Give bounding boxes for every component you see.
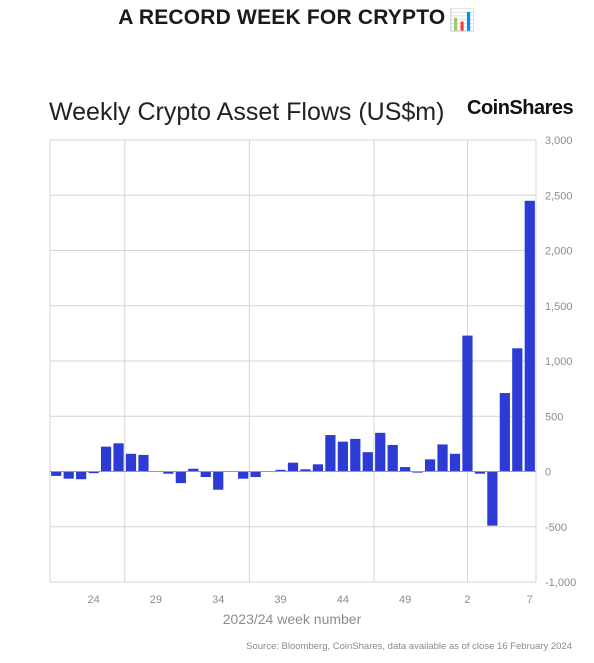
bar-week-6 <box>512 348 523 472</box>
bar-week-41 <box>300 469 311 472</box>
bar-week-25 <box>100 446 112 472</box>
x-tick-label: 49 <box>399 594 411 606</box>
y-tick-label: 2,500 <box>545 190 573 202</box>
bar-week-52 <box>437 444 448 472</box>
x-tick-label: 29 <box>150 594 162 606</box>
headline-text: A RECORD WEEK FOR CRYPTO <box>118 6 446 29</box>
bar-week-5 <box>499 393 510 472</box>
axes: -1,000 -500 0 500 1,000 1,500 2,000 2,500 3,000 2… <box>50 135 576 606</box>
source-note: Source: Bloomberg, CoinShares, data avai… <box>246 641 572 652</box>
bar-chart: -1,000 -500 0 500 1,000 1,500 2,000 2,500 3,000 2… <box>49 135 576 627</box>
bar-week-46 <box>362 452 373 472</box>
brand-logo: CoinShares <box>467 97 574 119</box>
bar-week-51 <box>424 459 436 472</box>
bar-week-40 <box>287 462 299 472</box>
bar-week-32 <box>188 468 199 472</box>
headline: A RECORD WEEK FOR CRYPTO 📊 <box>0 6 594 33</box>
bar-week-21 <box>51 471 62 476</box>
x-tick-label: 34 <box>212 594 224 606</box>
bar-week-22 <box>63 471 74 479</box>
bar-week-47 <box>375 432 386 472</box>
bar-week-36 <box>238 471 249 479</box>
bar-week-3 <box>474 471 486 474</box>
bar-week-1 <box>449 453 461 472</box>
bar-week-23 <box>76 471 87 480</box>
y-tick-label: 3,000 <box>545 135 573 147</box>
bar-week-28 <box>138 454 149 472</box>
bar-week-24 <box>88 471 99 474</box>
bar-week-31 <box>175 471 186 484</box>
bar-week-43 <box>325 435 336 472</box>
bar-week-4 <box>487 471 498 526</box>
bar-week-30 <box>163 471 174 474</box>
y-tick-label: 2,000 <box>545 246 573 258</box>
bar-week-37 <box>250 471 261 478</box>
y-tick-label: 1,500 <box>545 301 573 313</box>
y-tick-label: -500 <box>545 522 567 534</box>
x-tick-label: 44 <box>337 594 349 606</box>
bar-week-7 <box>524 200 535 472</box>
x-axis-label: 2023/24 week number <box>223 611 362 627</box>
bar-chart-emoji-icon: 📊 <box>449 9 476 32</box>
bar-week-45 <box>350 438 361 472</box>
bar-week-50 <box>412 471 423 473</box>
y-tick-label: 1,000 <box>545 356 573 368</box>
bar-week-2 <box>462 335 473 472</box>
y-tick-label: 500 <box>545 411 563 423</box>
chart-title: Weekly Crypto Asset Flows (US$m) <box>49 98 445 126</box>
bar-week-48 <box>387 444 398 472</box>
bar-week-39 <box>275 469 286 472</box>
bar-week-49 <box>400 467 411 472</box>
y-tick-label: -1,000 <box>545 577 576 589</box>
bar-week-44 <box>337 441 348 472</box>
bar-week-26 <box>113 443 124 472</box>
bar-week-33 <box>200 471 211 478</box>
x-tick-label: 2 <box>464 594 470 606</box>
bar-week-34 <box>213 471 224 490</box>
x-tick-label: 39 <box>274 594 286 606</box>
x-tick-label: 24 <box>87 594 99 606</box>
y-tick-label: 0 <box>545 467 551 479</box>
bars <box>51 200 535 526</box>
x-tick-label: 7 <box>527 594 533 606</box>
bar-week-42 <box>312 464 324 472</box>
bar-week-27 <box>125 453 137 472</box>
